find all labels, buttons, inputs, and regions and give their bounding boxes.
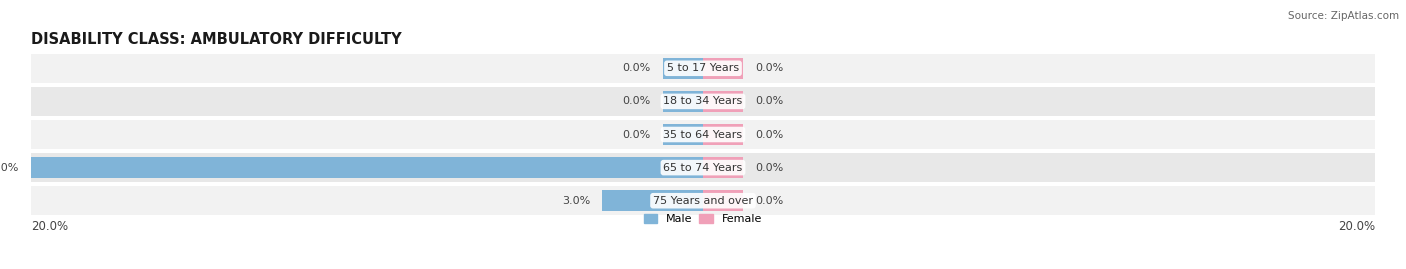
Text: 20.0%: 20.0% [1339,220,1375,233]
Text: 0.0%: 0.0% [623,96,651,107]
Text: 5 to 17 Years: 5 to 17 Years [666,63,740,73]
Text: DISABILITY CLASS: AMBULATORY DIFFICULTY: DISABILITY CLASS: AMBULATORY DIFFICULTY [31,32,402,47]
Text: 20.0%: 20.0% [0,162,18,173]
Text: 0.0%: 0.0% [755,162,783,173]
Bar [31,87,1375,116]
Bar [703,190,744,211]
Text: 0.0%: 0.0% [755,96,783,107]
Bar [31,153,1375,182]
Text: 65 to 74 Years: 65 to 74 Years [664,162,742,173]
Bar [31,54,1375,83]
Bar [703,58,744,79]
Text: 0.0%: 0.0% [755,196,783,206]
Bar [602,190,703,211]
Text: 0.0%: 0.0% [623,129,651,140]
Bar [703,157,744,178]
Text: 0.0%: 0.0% [623,63,651,73]
Text: 35 to 64 Years: 35 to 64 Years [664,129,742,140]
Text: 0.0%: 0.0% [755,129,783,140]
Text: 20.0%: 20.0% [31,220,67,233]
Bar [662,91,703,112]
Text: 18 to 34 Years: 18 to 34 Years [664,96,742,107]
Bar [703,91,744,112]
Bar [31,186,1375,215]
Text: 75 Years and over: 75 Years and over [652,196,754,206]
Bar [703,124,744,145]
Bar [31,157,703,178]
Legend: Male, Female: Male, Female [640,210,766,229]
Bar [31,120,1375,149]
Bar [662,124,703,145]
Text: 3.0%: 3.0% [562,196,591,206]
Text: 0.0%: 0.0% [755,63,783,73]
Bar [662,58,703,79]
Text: Source: ZipAtlas.com: Source: ZipAtlas.com [1288,11,1399,21]
